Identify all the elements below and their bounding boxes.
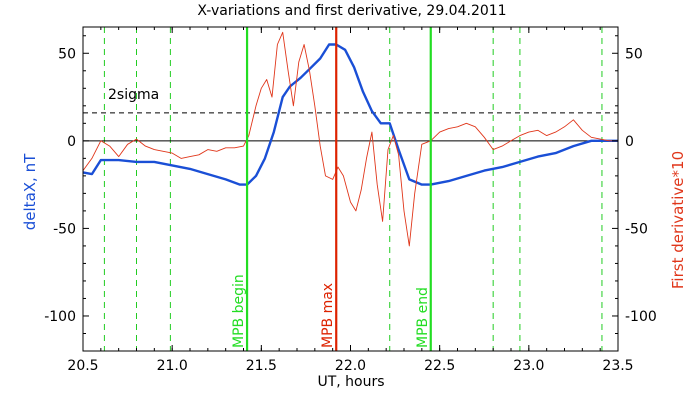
event-marker-label: MPB end xyxy=(415,287,431,348)
y-tick-label-right: 0 xyxy=(625,134,634,150)
x-tick-label: 21.0 xyxy=(157,358,188,374)
plot-grid xyxy=(83,27,618,351)
y-ticks-left: 50 0 -50 -100 xyxy=(44,35,89,334)
derivative-series-line xyxy=(82,31,618,247)
y-tick-label-right: -100 xyxy=(625,309,657,325)
markers-layer: MPB begin MPB max MPB end xyxy=(231,27,432,351)
x-tick-label: 20.5 xyxy=(67,358,98,374)
x-tick-label: 22.0 xyxy=(335,358,366,374)
deltax-series-line xyxy=(82,43,618,186)
plot-frame xyxy=(82,26,619,352)
y-tick-label-left: 50 xyxy=(58,46,76,62)
y-axis-label-left: deltaX, nT xyxy=(21,153,39,230)
x-axis-label: UT, hours xyxy=(317,374,384,390)
y-tick-label-left: -50 xyxy=(53,221,76,237)
x-tick-label: 21.5 xyxy=(246,358,277,374)
y-tick-label-right: -50 xyxy=(625,221,648,237)
chart-title: X-variations and first derivative, 29.04… xyxy=(197,3,506,19)
x-tick-label: 23.5 xyxy=(602,358,633,374)
y-ticks-right: 50 0 -50 -100 xyxy=(612,35,657,334)
y-tick-label-left: -100 xyxy=(44,309,76,325)
sigma-label: 2sigma xyxy=(108,87,159,103)
series-layer xyxy=(82,31,618,247)
y-axis-label-right: First derivative*10 xyxy=(669,151,687,289)
x-tick-label: 22.5 xyxy=(424,358,455,374)
x-ticks: 20.5 21.0 21.5 22.0 22.5 23.0 23.5 xyxy=(67,27,634,374)
x-tick-label: 23.0 xyxy=(513,358,544,374)
event-marker-label: MPB begin xyxy=(231,274,247,348)
y-tick-label-right: 50 xyxy=(625,46,643,62)
event-marker-label: MPB max xyxy=(320,283,336,348)
y-tick-label-left: 0 xyxy=(67,134,76,150)
